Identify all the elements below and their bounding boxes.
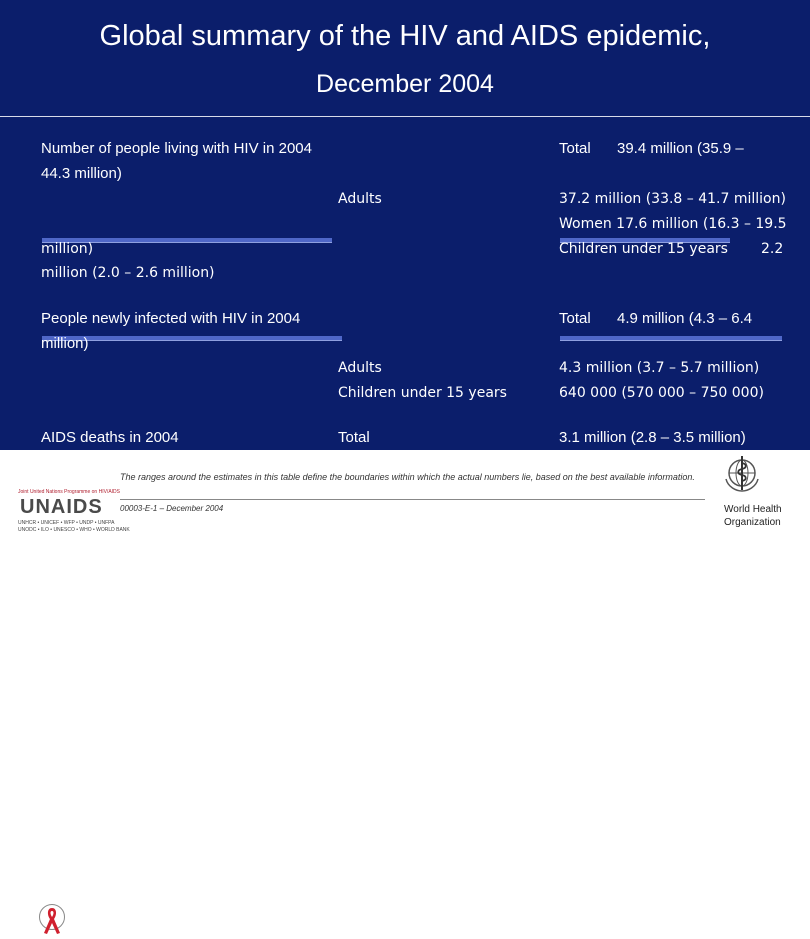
new-children-value: 640 000 (570 000 – 750 000) [559, 385, 764, 401]
divider-bar [560, 336, 782, 341]
unaids-tagline: Joint United Nations Programme on HIV/AI… [18, 489, 120, 495]
living-total-value: 39.4 million (35.9 – [617, 140, 744, 157]
unaids-cosponsors-2: UNODC • ILO • UNESCO • WHO • WORLD BANK [18, 527, 130, 533]
living-adults-label: Adults [338, 191, 382, 207]
who-name-line2: Organization [724, 517, 781, 528]
new-adults-value: 4.3 million (3.7 – 5.7 million) [559, 360, 760, 376]
footer [0, 450, 810, 934]
living-label: Number of people living with HIV in 2004 [41, 140, 312, 157]
living-children-label: Children under 15 years [559, 241, 728, 257]
living-total-value-cont: 44.3 million) [41, 165, 122, 182]
deaths-total-label: Total [338, 429, 370, 446]
footer-rule [120, 499, 705, 500]
new-total-value: 4.9 million (4.3 – 6.4 [617, 310, 753, 327]
new-total-label: Total [559, 310, 591, 327]
slide-body: Global summary of the HIV and AIDS epide… [0, 0, 810, 450]
unaids-logo-text: UNAIDS [20, 496, 103, 518]
living-total-label: Total [559, 140, 591, 157]
divider-bar [42, 336, 342, 341]
red-ribbon-icon [39, 904, 65, 934]
living-children-value: 2.2 [761, 241, 784, 257]
living-women-value: Women 17.6 million (16.3 – 19.5 [559, 216, 787, 232]
divider-bar [42, 238, 332, 243]
who-name-line1: World Health [724, 504, 782, 515]
unaids-cosponsors-1: UNHCR • UNICEF • WFP • UNDP • UNFPA [18, 520, 115, 526]
new-adults-label: Adults [338, 360, 382, 376]
footnote: The ranges around the estimates in this … [120, 472, 695, 482]
living-adults-value: 37.2 million (33.8 – 41.7 million) [559, 191, 786, 207]
who-emblem-icon [725, 456, 759, 492]
deaths-label: AIDS deaths in 2004 [41, 429, 179, 446]
living-children-value-cont: million (2.0 – 2.6 million) [41, 265, 215, 281]
living-women-value-cont: million) [41, 241, 94, 257]
new-children-label: Children under 15 years [338, 385, 507, 401]
divider-bar [560, 238, 730, 243]
slide-title-line2: December 2004 [316, 70, 494, 98]
slide-title-line1: Global summary of the HIV and AIDS epide… [99, 20, 711, 52]
deaths-total-value: 3.1 million (2.8 – 3.5 million) [559, 429, 746, 446]
title-divider [0, 116, 810, 117]
new-total-value-cont: million) [41, 335, 89, 352]
document-code: 00003-E-1 – December 2004 [120, 504, 224, 513]
new-label: People newly infected with HIV in 2004 [41, 310, 301, 327]
